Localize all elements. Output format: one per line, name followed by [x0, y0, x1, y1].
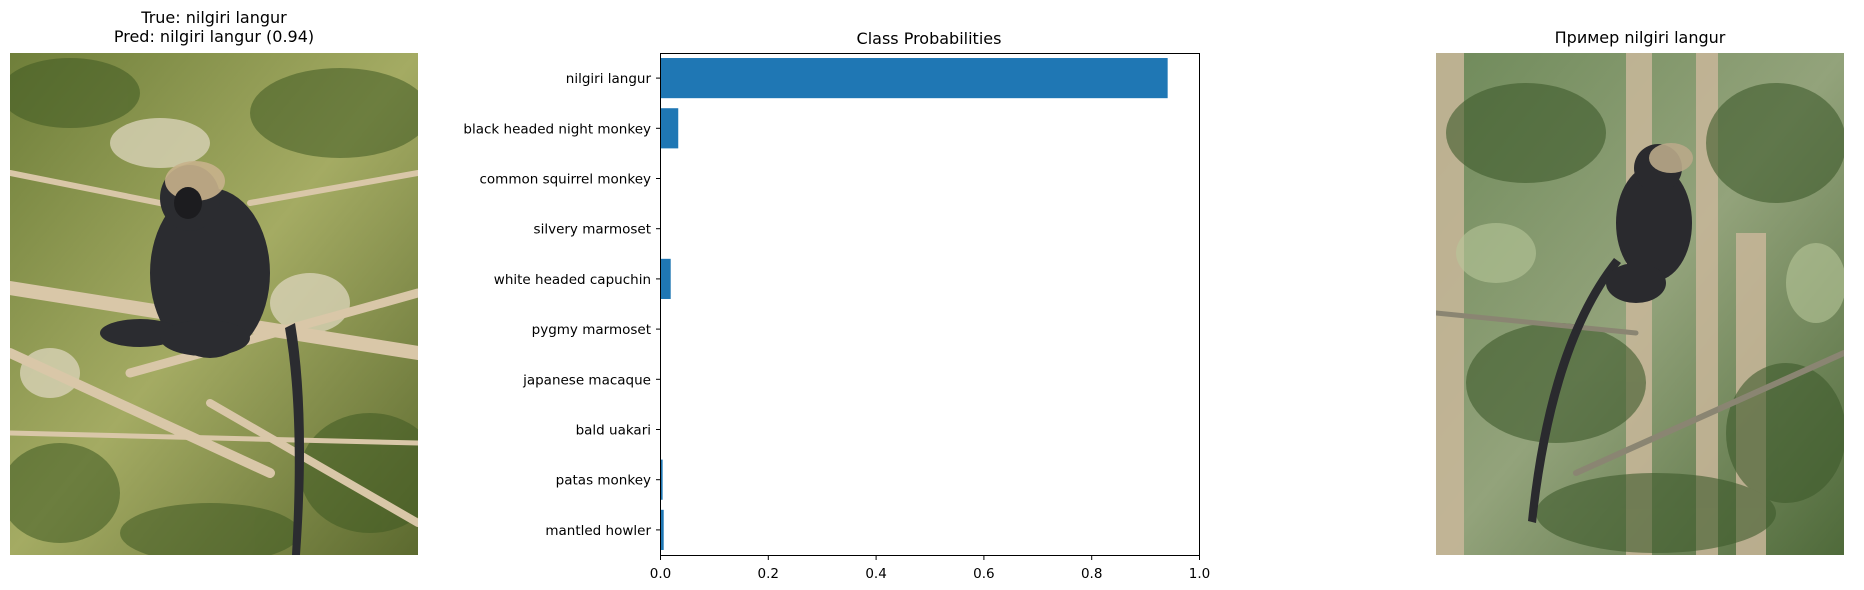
y-tick-label-0: nilgiri langur: [566, 71, 652, 87]
x-tick-label-3: 0.6: [973, 566, 994, 582]
true-label: True: nilgiri langur: [141, 8, 287, 27]
x-tick-label-2: 0.4: [865, 566, 886, 582]
chart-title: Class Probabilities: [857, 29, 1002, 48]
right-panel-title: Пример nilgiri langur: [1554, 28, 1726, 47]
y-tick-label-4: white headed capuchin: [494, 272, 651, 288]
bar-4: [661, 258, 671, 299]
monkey-photo-input-drawing: [10, 53, 418, 555]
bar-0: [661, 58, 1168, 99]
plot-frame: [660, 53, 1200, 556]
monkey-photo-example-drawing: [1436, 53, 1844, 555]
y-tick-labels: nilgiri langur black headed night monkey c…: [463, 71, 660, 539]
x-tick-label-4: 0.8: [1081, 566, 1102, 582]
y-tick-label-9: mantled howler: [545, 523, 651, 539]
pred-label: Pred: nilgiri langur (0.94): [113, 27, 315, 46]
y-tick-label-7: bald uakari: [576, 423, 651, 439]
left-panel-title: True: nilgiri langur Pred: nilgiri langu…: [10, 8, 418, 46]
x-tick-label-5: 1.0: [1189, 566, 1210, 582]
y-tick-label-1: black headed night monkey: [463, 121, 651, 137]
x-tick-label-1: 0.2: [758, 566, 779, 582]
monkey-photo-example: [1436, 53, 1844, 555]
bars-group: [661, 58, 1168, 550]
y-tick-label-2: common squirrel monkey: [479, 172, 651, 188]
monkey-photo-input: [10, 53, 418, 555]
y-tick-label-3: silvery marmoset: [534, 222, 651, 238]
y-tick-label-6: japanese macaque: [522, 372, 651, 388]
bar-8: [661, 459, 663, 500]
y-tick-label-5: pygmy marmoset: [532, 322, 651, 338]
y-tick-label-8: patas monkey: [556, 473, 651, 489]
bar-1: [661, 108, 679, 149]
x-ticks: 0.0 0.2 0.4 0.6 0.8 1.0: [650, 555, 1210, 582]
x-tick-label-0: 0.0: [650, 566, 671, 582]
bar-9: [661, 509, 664, 550]
